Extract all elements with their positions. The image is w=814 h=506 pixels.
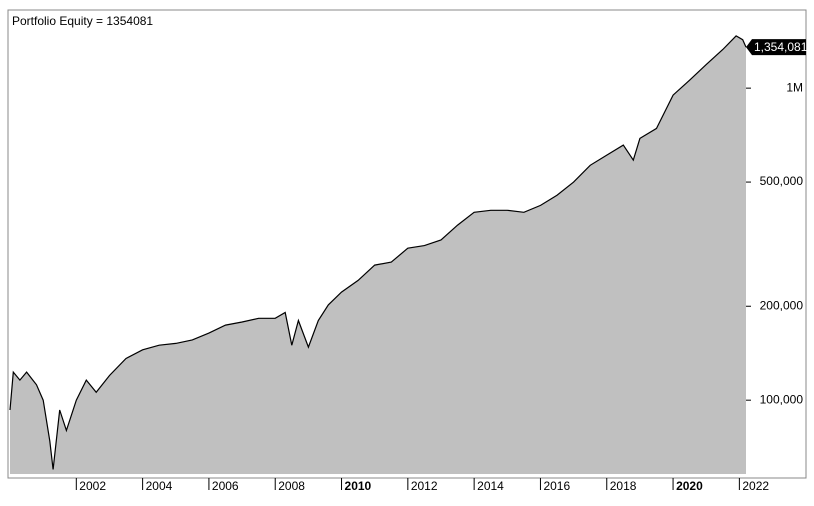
equity-line — [9, 35, 747, 470]
x-tick-label: 2014 — [477, 479, 504, 493]
chart-title: Portfolio Equity = 1354081 — [12, 14, 153, 28]
equity-area — [10, 35, 746, 475]
y-tick-label: 200,000 — [760, 298, 804, 312]
y-tick-label: 1M — [786, 80, 803, 94]
x-tick-label: 2020 — [676, 479, 703, 493]
x-tick-label: 2018 — [610, 479, 637, 493]
x-tick-label: 2010 — [345, 479, 372, 493]
x-tick-label: 2006 — [212, 479, 239, 493]
x-tick-label: 2022 — [742, 479, 769, 493]
last-value-box — [746, 39, 806, 56]
x-tick-label: 2008 — [278, 479, 305, 493]
x-tick-label: 2004 — [146, 479, 173, 493]
y-tick-label: 100,000 — [760, 392, 804, 406]
y-tick-label: 500,000 — [760, 174, 804, 188]
x-tick-label: 2012 — [411, 479, 438, 493]
x-tick-label: 2016 — [543, 479, 570, 493]
x-tick-label: 2002 — [79, 479, 106, 493]
last-value-label: 1,354,081 — [754, 40, 808, 54]
